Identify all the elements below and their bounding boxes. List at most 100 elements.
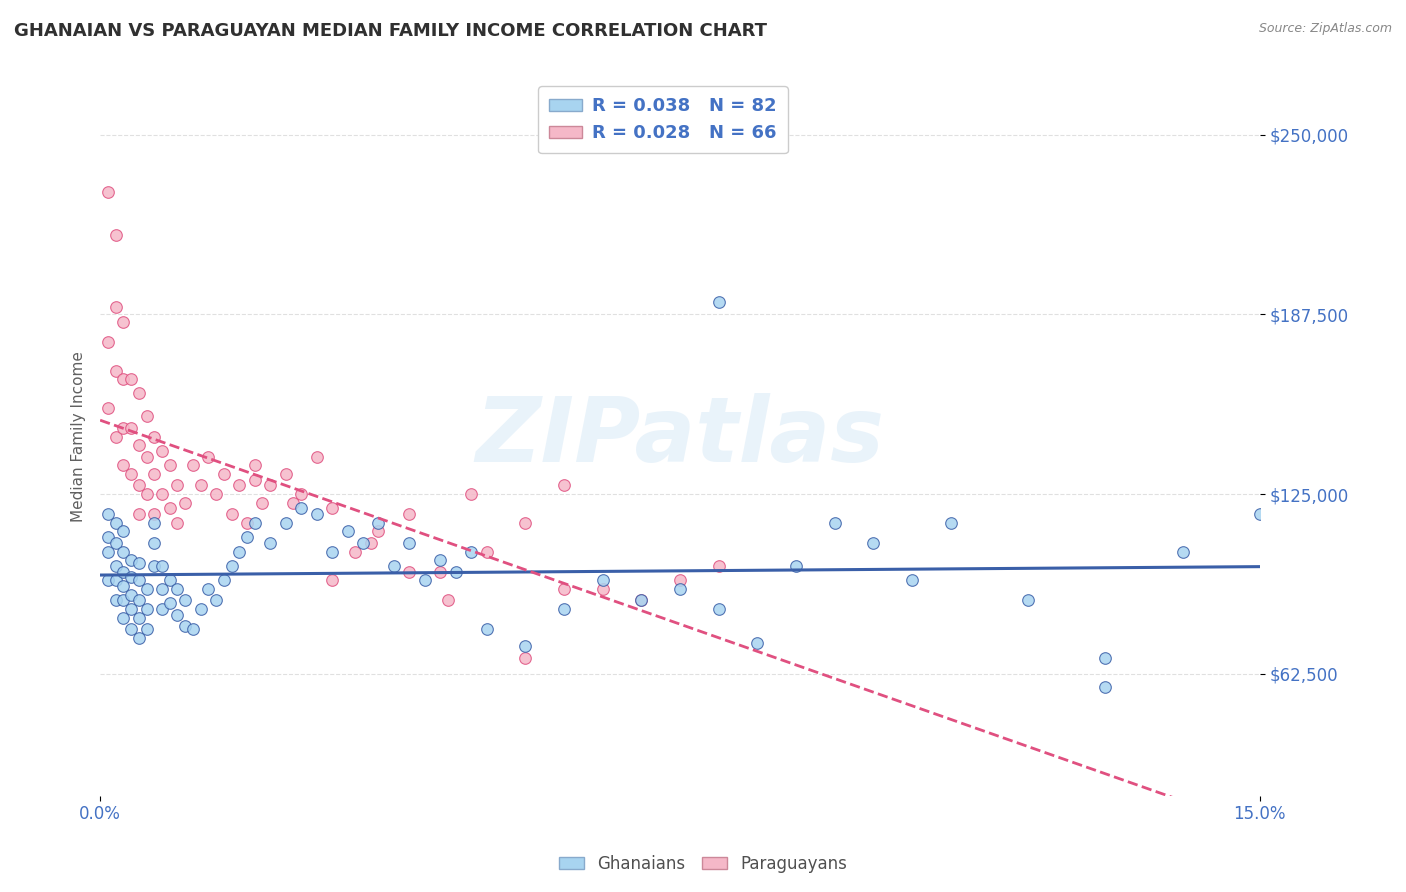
Point [290,487,312,501]
Point [150,582,173,596]
Point [553,582,575,596]
Point [747,636,769,650]
Point [128,574,150,588]
Point [360,536,382,550]
Point [321,544,343,558]
Point [707,294,730,309]
Point [515,650,537,665]
Point [143,467,166,481]
Point [150,444,173,458]
Point [305,450,328,464]
Point [228,544,250,558]
Point [259,478,281,492]
Point [274,516,297,530]
Point [104,429,127,443]
Point [112,610,135,624]
Point [669,582,692,596]
Point [112,524,135,539]
Point [429,565,451,579]
Point [120,421,142,435]
Point [104,228,127,243]
Point [1094,650,1116,665]
Point [159,501,181,516]
Point [120,622,142,636]
Point [143,507,166,521]
Point [197,450,219,464]
Point [174,496,197,510]
Point [120,372,142,386]
Point [104,558,127,573]
Point [143,429,166,443]
Point [128,556,150,570]
Point [97,574,120,588]
Point [97,334,120,349]
Point [475,622,498,636]
Point [336,524,359,539]
Point [159,458,181,473]
Point [669,574,692,588]
Point [135,450,157,464]
Point [135,487,157,501]
Point [553,602,575,616]
Point [592,574,614,588]
Point [174,593,197,607]
Point [862,536,884,550]
Text: Source: ZipAtlas.com: Source: ZipAtlas.com [1258,22,1392,36]
Point [221,558,243,573]
Point [166,478,188,492]
Point [398,565,420,579]
Point [243,458,266,473]
Point [159,574,181,588]
Point [205,487,228,501]
Point [197,582,219,596]
Text: GHANAIAN VS PARAGUAYAN MEDIAN FAMILY INCOME CORRELATION CHART: GHANAIAN VS PARAGUAYAN MEDIAN FAMILY INC… [14,22,768,40]
Point [398,507,420,521]
Point [212,467,235,481]
Point [553,478,575,492]
Point [475,544,498,558]
Point [159,596,181,610]
Point [150,558,173,573]
Point [181,622,204,636]
Point [190,602,212,616]
Point [305,507,328,521]
Point [630,593,652,607]
Point [243,516,266,530]
Point [104,363,127,377]
Point [429,553,451,567]
Point [135,409,157,424]
Point [321,574,343,588]
Point [1094,680,1116,694]
Point [221,507,243,521]
Y-axis label: Median Family Income: Median Family Income [72,351,86,522]
Point [274,467,297,481]
Point [128,478,150,492]
Point [143,536,166,550]
Point [174,619,197,633]
Point [112,565,135,579]
Point [112,315,135,329]
Point [112,458,135,473]
Point [104,536,127,550]
Point [166,582,188,596]
Point [460,487,482,501]
Point [97,507,120,521]
Point [150,602,173,616]
Point [321,501,343,516]
Point [290,501,312,516]
Point [104,516,127,530]
Point [112,544,135,558]
Legend: Ghanaians, Paraguayans: Ghanaians, Paraguayans [553,848,853,880]
Point [120,588,142,602]
Point [128,631,150,645]
Point [460,544,482,558]
Point [398,536,420,550]
Point [128,610,150,624]
Point [104,301,127,315]
Point [97,530,120,544]
Point [97,544,120,558]
Point [120,467,142,481]
Point [135,602,157,616]
Text: ZIPatlas: ZIPatlas [475,392,884,481]
Point [205,593,228,607]
